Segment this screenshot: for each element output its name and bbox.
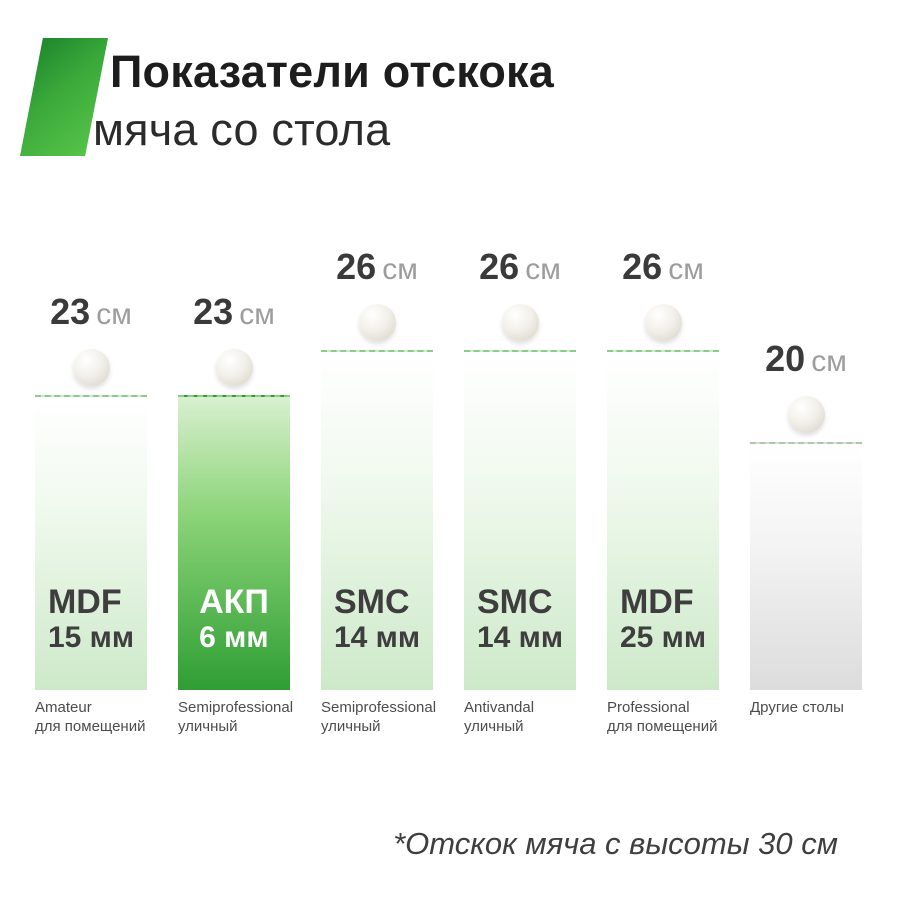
material-label: MDF	[619, 583, 694, 621]
bounce-unit: см	[811, 345, 847, 378]
bar-caption: Другие столы	[750, 698, 862, 717]
bounce-unit: см	[239, 298, 275, 331]
bar-chart: 23 см MDF 15 мм Amateur для помещений 23 с…	[35, 225, 865, 736]
material-label-block: АКП 6 мм	[199, 585, 269, 654]
bar: MDF 15 мм	[35, 395, 147, 690]
bar: SMC 14 мм	[321, 350, 433, 690]
bounce-value: 26 см	[336, 246, 418, 288]
caption-line1: Другие столы	[750, 699, 844, 716]
bounce-number: 23	[50, 291, 91, 332]
bar-column-smc14-antivandal: 26 см SMC 14 мм Antivandal уличный	[464, 225, 576, 736]
bounce-unit: см	[96, 298, 132, 331]
material-label-block: SMC 14 мм	[334, 585, 420, 654]
caption-line1: Professional	[607, 699, 690, 716]
caption-line1: Antivandal	[464, 699, 535, 716]
bar-column-mdf15: 23 см MDF 15 мм Amateur для помещений	[35, 225, 147, 736]
page-title-bold: Показатели отскока	[110, 46, 554, 97]
bar	[750, 442, 862, 690]
caption-line1: Semiprofessional	[178, 699, 294, 716]
bar-caption: Professional для помещений	[607, 698, 719, 736]
material-label-block: SMC 14 мм	[477, 585, 563, 654]
ball-icon	[644, 304, 682, 341]
bar-caption: Antivandal уличный	[464, 698, 576, 736]
caption-line2: для помещений	[35, 718, 146, 735]
bar-column-other-tables: 20 см Другие столы	[750, 225, 862, 736]
bar: MDF 25 мм	[607, 350, 719, 690]
bounce-number: 26	[622, 246, 663, 287]
ball-icon	[72, 349, 110, 386]
bar-column-akp6: 23 см АКП 6 мм Semiprofessional уличный	[178, 225, 294, 736]
thickness-label: 14 мм	[476, 621, 564, 654]
material-label-block: MDF 15 мм	[48, 585, 134, 654]
bounce-number: 26	[479, 246, 520, 287]
ball-icon	[215, 349, 253, 386]
bounce-number: 26	[336, 246, 377, 287]
material-label: SMC	[476, 583, 553, 621]
bounce-unit: см	[668, 253, 704, 286]
bar-column-mdf25: 26 см MDF 25 мм Professional для помещени…	[607, 225, 719, 736]
caption-line1: Semiprofessional	[321, 699, 437, 716]
caption-line1: Amateur	[35, 699, 92, 716]
bounce-unit: см	[382, 253, 418, 286]
caption-line2: уличный	[321, 718, 381, 735]
bar-caption: Semiprofessional уличный	[178, 698, 294, 736]
thickness-label: 6 мм	[199, 621, 269, 654]
material-label: MDF	[47, 583, 122, 621]
page-title-regular: мяча со стола	[93, 104, 391, 155]
bar-column-smc14-semipro: 26 см SMC 14 мм Semiprofessional уличный	[321, 225, 437, 736]
ball-icon	[501, 304, 539, 341]
material-label-block: MDF 25 мм	[620, 585, 706, 654]
material-label: SMC	[333, 583, 410, 621]
bar: SMC 14 мм	[464, 350, 576, 690]
caption-line2: уличный	[178, 718, 238, 735]
ball-icon	[787, 396, 825, 433]
footnote: *Отскок мяча с высоты 30 см	[393, 826, 838, 861]
bounce-value: 23 см	[50, 291, 132, 333]
bounce-number: 20	[765, 338, 806, 379]
caption-line2: для помещений	[607, 718, 718, 735]
bounce-number: 23	[193, 291, 234, 332]
bounce-value: 26 см	[479, 246, 561, 288]
bar-highlighted: АКП 6 мм	[178, 395, 290, 690]
bar-caption: Amateur для помещений	[35, 698, 147, 736]
thickness-label: 25 мм	[619, 621, 707, 654]
bar-caption: Semiprofessional уличный	[321, 698, 437, 736]
caption-line2: уличный	[464, 718, 524, 735]
bounce-unit: см	[525, 253, 561, 286]
thickness-label: 14 мм	[333, 621, 421, 654]
bounce-value: 26 см	[622, 246, 704, 288]
material-label: АКП	[199, 583, 269, 621]
bounce-value: 23 см	[193, 291, 275, 333]
ball-icon	[358, 304, 396, 341]
bounce-value: 20 см	[765, 338, 847, 380]
thickness-label: 15 мм	[47, 621, 135, 654]
